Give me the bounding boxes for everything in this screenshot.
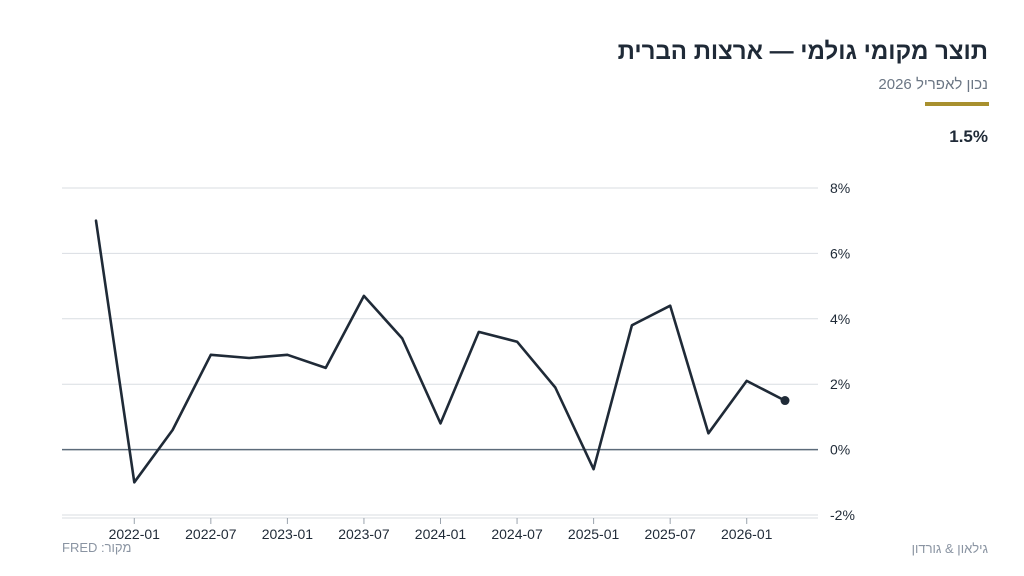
latest-value: 1.5%	[949, 127, 988, 146]
grid-layer	[62, 187, 818, 516]
y-tick-label: 4%	[830, 311, 850, 327]
brand-name: גילאון & גורדון	[911, 541, 988, 556]
y-tick-label: 2%	[830, 376, 850, 392]
x-tick-label: 2024-07	[491, 526, 543, 542]
axis-layer: -2% 0% 2% 4% 6% 8% 2022-01 2022-07 2023-01 2023-0…	[62, 180, 855, 542]
series-line	[94, 219, 787, 484]
y-tick-label: -2%	[830, 507, 855, 523]
y-tick-label: 8%	[830, 180, 850, 196]
x-tick-label: 2025-07	[644, 526, 696, 542]
latest-point-marker	[780, 396, 790, 406]
x-tick-label: 2025-01	[568, 526, 620, 542]
x-tick-label: 2022-07	[185, 526, 237, 542]
y-tick-label: 6%	[830, 245, 850, 261]
x-tick-label: 2023-01	[262, 526, 314, 542]
y-tick-label: 0%	[830, 442, 850, 458]
x-tick-label: 2023-07	[338, 526, 390, 542]
chart-subtitle: נכון לאפריל 2026	[878, 76, 988, 93]
x-tick-label: 2022-01	[109, 526, 161, 542]
x-tick-label: 2024-01	[415, 526, 467, 542]
line-layer	[94, 219, 790, 484]
chart-title: תוצר מקומי גולמי — ארצות הברית	[617, 38, 988, 65]
accent-underline	[925, 102, 989, 106]
x-tick-label: 2026-01	[721, 526, 773, 542]
source-note: מקור: FRED	[62, 540, 132, 555]
